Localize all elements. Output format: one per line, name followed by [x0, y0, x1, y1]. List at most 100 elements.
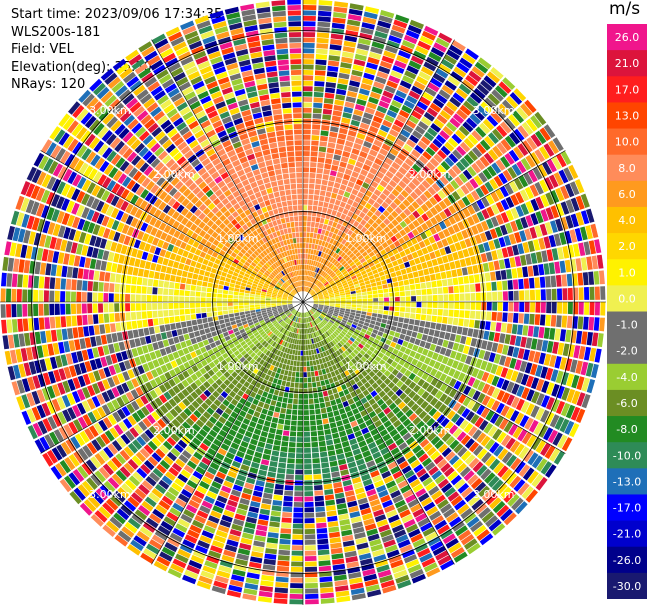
- range-gate-cell: [81, 400, 91, 413]
- range-gate-cell: [206, 490, 218, 500]
- range-gate-cell: [387, 214, 395, 222]
- range-gate-cell: [530, 133, 542, 147]
- range-gate-cell: [377, 424, 386, 433]
- range-gate-cell: [235, 558, 248, 566]
- range-gate-cell: [428, 485, 440, 496]
- range-gate-cell: [125, 430, 135, 442]
- range-gate-cell: [395, 215, 403, 223]
- range-gate-cell: [317, 291, 322, 295]
- range-gate-cell: [330, 170, 337, 177]
- range-gate-cell: [334, 1, 349, 8]
- range-gate-cell: [285, 364, 290, 371]
- range-gate-cell: [443, 302, 449, 309]
- range-gate-cell: [362, 182, 370, 190]
- range-gate-cell: [62, 409, 72, 423]
- range-gate-cell: [190, 302, 195, 308]
- range-gate-cell: [332, 266, 337, 272]
- range-gate-cell: [487, 93, 501, 106]
- range-gate-cell: [571, 374, 580, 389]
- range-gate-cell: [13, 334, 20, 348]
- range-gate-cell: [359, 151, 368, 159]
- range-gate-cell: [340, 395, 347, 403]
- range-gate-cell: [407, 231, 415, 239]
- range-gate-cell: [256, 524, 268, 532]
- range-gate-cell: [337, 425, 345, 432]
- range-gate-cell: [522, 467, 535, 481]
- range-gate-cell: [261, 310, 267, 313]
- range-gate-cell: [16, 396, 26, 411]
- range-gate-cell: [94, 358, 103, 369]
- range-gate-cell: [455, 525, 468, 537]
- range-gate-cell: [353, 59, 366, 67]
- range-gate-cell: [195, 545, 208, 554]
- range-gate-cell: [324, 494, 335, 501]
- range-gate-cell: [575, 195, 585, 210]
- range-gate-cell: [395, 327, 402, 333]
- range-gate-cell: [266, 307, 272, 310]
- ppi-velocity-plot: 1.00km2.00km3.00km1.00km2.00km3.00km1.00…: [0, 0, 606, 605]
- range-gate-cell: [523, 278, 530, 289]
- range-gate-cell: [356, 98, 367, 106]
- range-gate-cell: [274, 592, 288, 599]
- range-gate-cell: [321, 288, 327, 292]
- range-gate-cell: [288, 354, 292, 360]
- range-gate-cell: [100, 356, 108, 367]
- range-gate-cell: [303, 383, 308, 388]
- range-gate-cell: [254, 322, 260, 327]
- range-gate-cell: [216, 495, 228, 504]
- range-gate-cell: [98, 506, 112, 519]
- range-gate-cell: [192, 325, 199, 332]
- range-gate-cell: [358, 552, 372, 561]
- range-gate-cell: [242, 418, 251, 425]
- range-gate-cell: [178, 425, 188, 435]
- range-gate-cell: [239, 498, 250, 506]
- range-gate-cell: [259, 319, 265, 324]
- range-gate-cell: [444, 487, 456, 498]
- range-gate-cell: [165, 471, 176, 481]
- range-gate-cell: [366, 312, 372, 316]
- range-gate-cell: [513, 290, 519, 301]
- range-gate-cell: [459, 141, 471, 153]
- range-gate-cell: [319, 300, 324, 302]
- range-gate-cell: [492, 500, 506, 514]
- range-gate-cell: [368, 363, 375, 370]
- range-gate-cell: [290, 360, 294, 366]
- range-gate-cell: [404, 261, 411, 268]
- range-gate-cell: [512, 244, 520, 256]
- range-gate-cell: [415, 361, 423, 369]
- range-gate-cell: [486, 302, 492, 311]
- range-gate-cell: [312, 306, 317, 310]
- range-gate-cell: [170, 563, 185, 574]
- range-gate-cell: [88, 425, 99, 438]
- range-gate-cell: [334, 254, 340, 260]
- range-gate-cell: [461, 450, 472, 462]
- range-gate-cell: [370, 193, 379, 201]
- range-gate-cell: [157, 295, 163, 302]
- range-gate-cell: [262, 379, 268, 386]
- range-gate-cell: [559, 357, 567, 370]
- range-gate-cell: [384, 45, 398, 54]
- range-gate-cell: [378, 65, 391, 75]
- range-gate-cell: [438, 363, 446, 372]
- range-gate-cell: [243, 588, 258, 596]
- range-gate-cell: [338, 236, 344, 243]
- range-gate-cell: [17, 274, 23, 288]
- range-gate-cell: [269, 340, 275, 346]
- range-gate-cell: [517, 143, 529, 156]
- range-gate-cell: [296, 328, 299, 334]
- range-gate-cell: [313, 392, 319, 399]
- range-gate-cell: [358, 174, 366, 181]
- range-gate-cell: [303, 232, 307, 238]
- range-gate-cell: [417, 183, 427, 193]
- range-gate-cell: [219, 337, 226, 344]
- range-gate-cell: [166, 511, 179, 522]
- range-gate-cell: [353, 526, 365, 534]
- range-gate-cell: [346, 495, 357, 503]
- range-gate-cell: [391, 524, 404, 534]
- range-gate-cell: [325, 401, 331, 408]
- range-gate-cell: [149, 513, 162, 524]
- range-gate-cell: [165, 411, 175, 422]
- range-gate-cell: [313, 320, 317, 326]
- range-gate-cell: [290, 577, 303, 583]
- range-gate-cell: [303, 64, 314, 70]
